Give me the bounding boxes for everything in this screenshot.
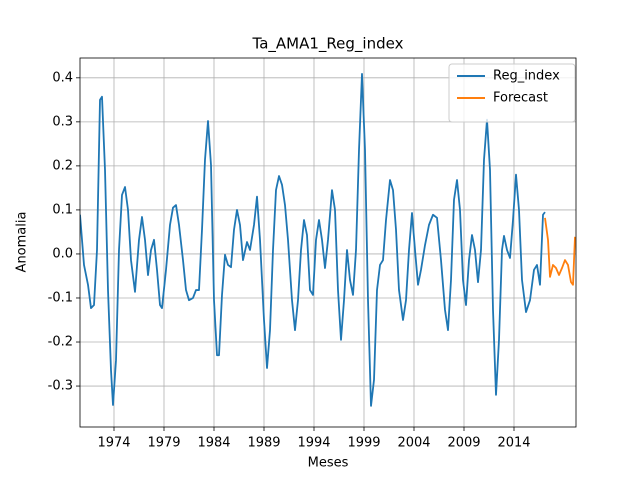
y-tick-label: 0.2: [52, 158, 73, 173]
x-tick-label: 2014: [497, 436, 530, 451]
y-tick-label: 0.0: [52, 246, 73, 261]
x-tick-label: 1984: [197, 436, 230, 451]
plot-area: [80, 72, 576, 407]
legend-label: Reg_index: [493, 69, 560, 84]
data-line: [80, 72, 546, 407]
y-tick-label: -0.2: [48, 335, 73, 350]
chart-title: Ta_AMA1_Reg_index: [252, 35, 404, 54]
y-tick-label: 0.4: [52, 70, 73, 85]
x-axis-label: Meses: [308, 456, 349, 471]
y-tick-label: 0.3: [52, 114, 73, 129]
x-tick-label: 1979: [147, 436, 180, 451]
y-tick-label: 0.1: [52, 202, 73, 217]
legend-box: [448, 63, 576, 123]
legend-label: Forecast: [493, 91, 548, 106]
y-tick-label: -0.3: [48, 379, 73, 394]
x-tick-label: 2009: [447, 436, 480, 451]
x-tick-label: 1989: [247, 436, 280, 451]
x-tick-label: 1994: [297, 436, 330, 451]
data-line: [544, 217, 576, 286]
y-axis-label: Anomalia: [15, 212, 30, 273]
x-tick-label: 1974: [97, 436, 130, 451]
x-tick-label: 1999: [347, 436, 380, 451]
x-tick-label: 2004: [397, 436, 430, 451]
y-tick-label: -0.1: [48, 290, 73, 305]
axes-frame: [79, 57, 577, 428]
